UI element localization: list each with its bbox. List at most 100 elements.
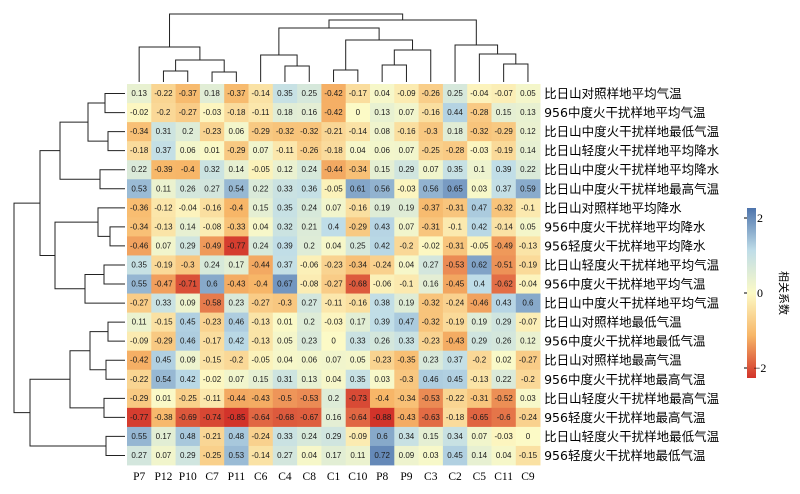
heatmap-cell <box>467 407 492 428</box>
heatmap-cell <box>248 274 274 294</box>
heatmap-cell <box>418 369 444 390</box>
cell-value-label: 0.39 <box>277 241 293 250</box>
heatmap-cell <box>297 293 322 313</box>
heatmap-cell <box>321 388 347 409</box>
heatmap-cell <box>199 350 225 371</box>
heatmap-cell <box>491 312 517 333</box>
cell-value-label: 0.07 <box>472 432 488 441</box>
heatmap-cell <box>199 141 225 161</box>
cell-value-label: 0.6 <box>522 299 534 308</box>
cell-value-label: -0.34 <box>130 222 149 231</box>
heatmap-cell <box>175 312 201 333</box>
column-dendrogram-link <box>393 49 432 82</box>
heatmap-cell <box>151 426 176 447</box>
heatmap-cell <box>370 293 395 313</box>
heatmap-cell <box>127 293 152 313</box>
cell-value-label: -0.25 <box>179 394 198 403</box>
heatmap-cell <box>272 217 298 237</box>
cell-value-label: -0.27 <box>179 108 198 117</box>
heatmap-cell <box>491 293 517 313</box>
heatmap-cell <box>515 312 541 333</box>
heatmap-cell <box>345 198 371 218</box>
row-label: 比日山轻度火干扰样地平均气温 <box>544 257 720 272</box>
heatmap-cell <box>515 141 541 161</box>
cell-value-label: 0.55 <box>131 432 147 441</box>
cell-value-label: -0.05 <box>252 356 271 365</box>
cell-value-label: 0.12 <box>520 337 536 346</box>
cell-value-label: 0.46 <box>229 318 245 327</box>
heatmap-cell <box>199 236 225 256</box>
cell-value-label: 0.2 <box>304 241 316 250</box>
cell-value-label: 0.09 <box>180 356 196 365</box>
cell-value-label: -0.06 <box>373 280 392 289</box>
heatmap-cell <box>467 255 492 275</box>
heatmap-cell <box>199 445 225 466</box>
heatmap-cell <box>321 312 347 333</box>
heatmap-cell <box>491 274 517 294</box>
cell-value-label: 0.59 <box>520 184 536 193</box>
heatmap-cell <box>297 426 322 447</box>
cell-value-label: -0.3 <box>181 260 195 269</box>
heatmap-cell <box>199 426 225 447</box>
colorbar-tick-label: −2 <box>754 361 767 375</box>
heatmap-cell <box>127 198 152 218</box>
cell-value-label: 0.56 <box>374 184 390 193</box>
cell-value-label: -0.09 <box>130 337 149 346</box>
heatmap-cell <box>151 331 176 352</box>
heatmap-cell <box>515 407 541 428</box>
cell-value-label: 0.19 <box>399 299 415 308</box>
heatmap-cell <box>442 388 468 409</box>
cell-value-label: -0.37 <box>179 89 198 98</box>
heatmap-cell <box>248 388 274 409</box>
heatmap-cell <box>515 236 541 256</box>
cell-value-label: -0.14 <box>252 89 271 98</box>
heatmap-cell <box>199 274 225 294</box>
cell-value-label: 0.05 <box>520 222 536 231</box>
heatmap-cell <box>248 369 274 390</box>
heatmap-cell <box>467 179 492 199</box>
row-label: 956轻度火干扰样地最低气温 <box>544 448 706 463</box>
heatmap-cell <box>199 179 225 199</box>
cell-value-label: 0.37 <box>496 184 512 193</box>
column-dendrogram-link <box>260 54 298 82</box>
heatmap-cell <box>491 141 517 161</box>
heatmap-cell <box>127 179 152 199</box>
heatmap-cell <box>175 350 201 371</box>
heatmap-cell <box>515 198 541 218</box>
heatmap-cell <box>394 103 419 123</box>
heatmap-cell <box>297 255 322 275</box>
cell-value-label: 0.07 <box>156 451 172 460</box>
cell-value-label: 0.26 <box>374 337 390 346</box>
heatmap-cell <box>418 103 444 123</box>
cell-value-label: -0.14 <box>495 222 514 231</box>
cell-value-label: 0.31 <box>277 375 293 384</box>
cell-value-label: 0.46 <box>423 375 439 384</box>
cell-value-label: -0.32 <box>300 127 319 136</box>
cell-value-label: -0.29 <box>495 127 514 136</box>
cell-value-label: -0.53 <box>422 394 441 403</box>
cell-value-label: -0.27 <box>252 299 271 308</box>
heatmap-cell <box>151 445 176 466</box>
cell-value-label: -0.44 <box>252 260 271 269</box>
heatmap-cell <box>199 407 225 428</box>
heatmap-cell <box>394 331 419 352</box>
heatmap-cell <box>127 217 152 237</box>
heatmap-cell <box>467 103 492 123</box>
cell-value-label: 0.6 <box>206 280 218 289</box>
cell-value-label: 0.04 <box>253 222 269 231</box>
heatmap-cell <box>394 445 419 466</box>
heatmap-cell <box>370 141 395 161</box>
cell-value-label: -0.19 <box>446 318 465 327</box>
heatmap-cell <box>224 255 249 275</box>
row-labels: 比日山对照样地平均气温 956中度火干扰样地平均气温比日山中度火干扰样地最低气温比… <box>544 86 720 463</box>
cell-value-label: -0.13 <box>470 375 489 384</box>
cell-value-label: 0.15 <box>253 375 269 384</box>
cell-value-label: -0.74 <box>203 413 222 422</box>
cell-value-label: -0.18 <box>130 146 149 155</box>
column-label: C2 <box>448 471 462 483</box>
cell-value-label: 0.24 <box>301 432 317 441</box>
cell-value-label: -0.07 <box>519 318 538 327</box>
heatmap-cell <box>467 274 492 294</box>
cell-value-label: 0.15 <box>253 203 269 212</box>
heatmap-cell <box>467 445 492 466</box>
